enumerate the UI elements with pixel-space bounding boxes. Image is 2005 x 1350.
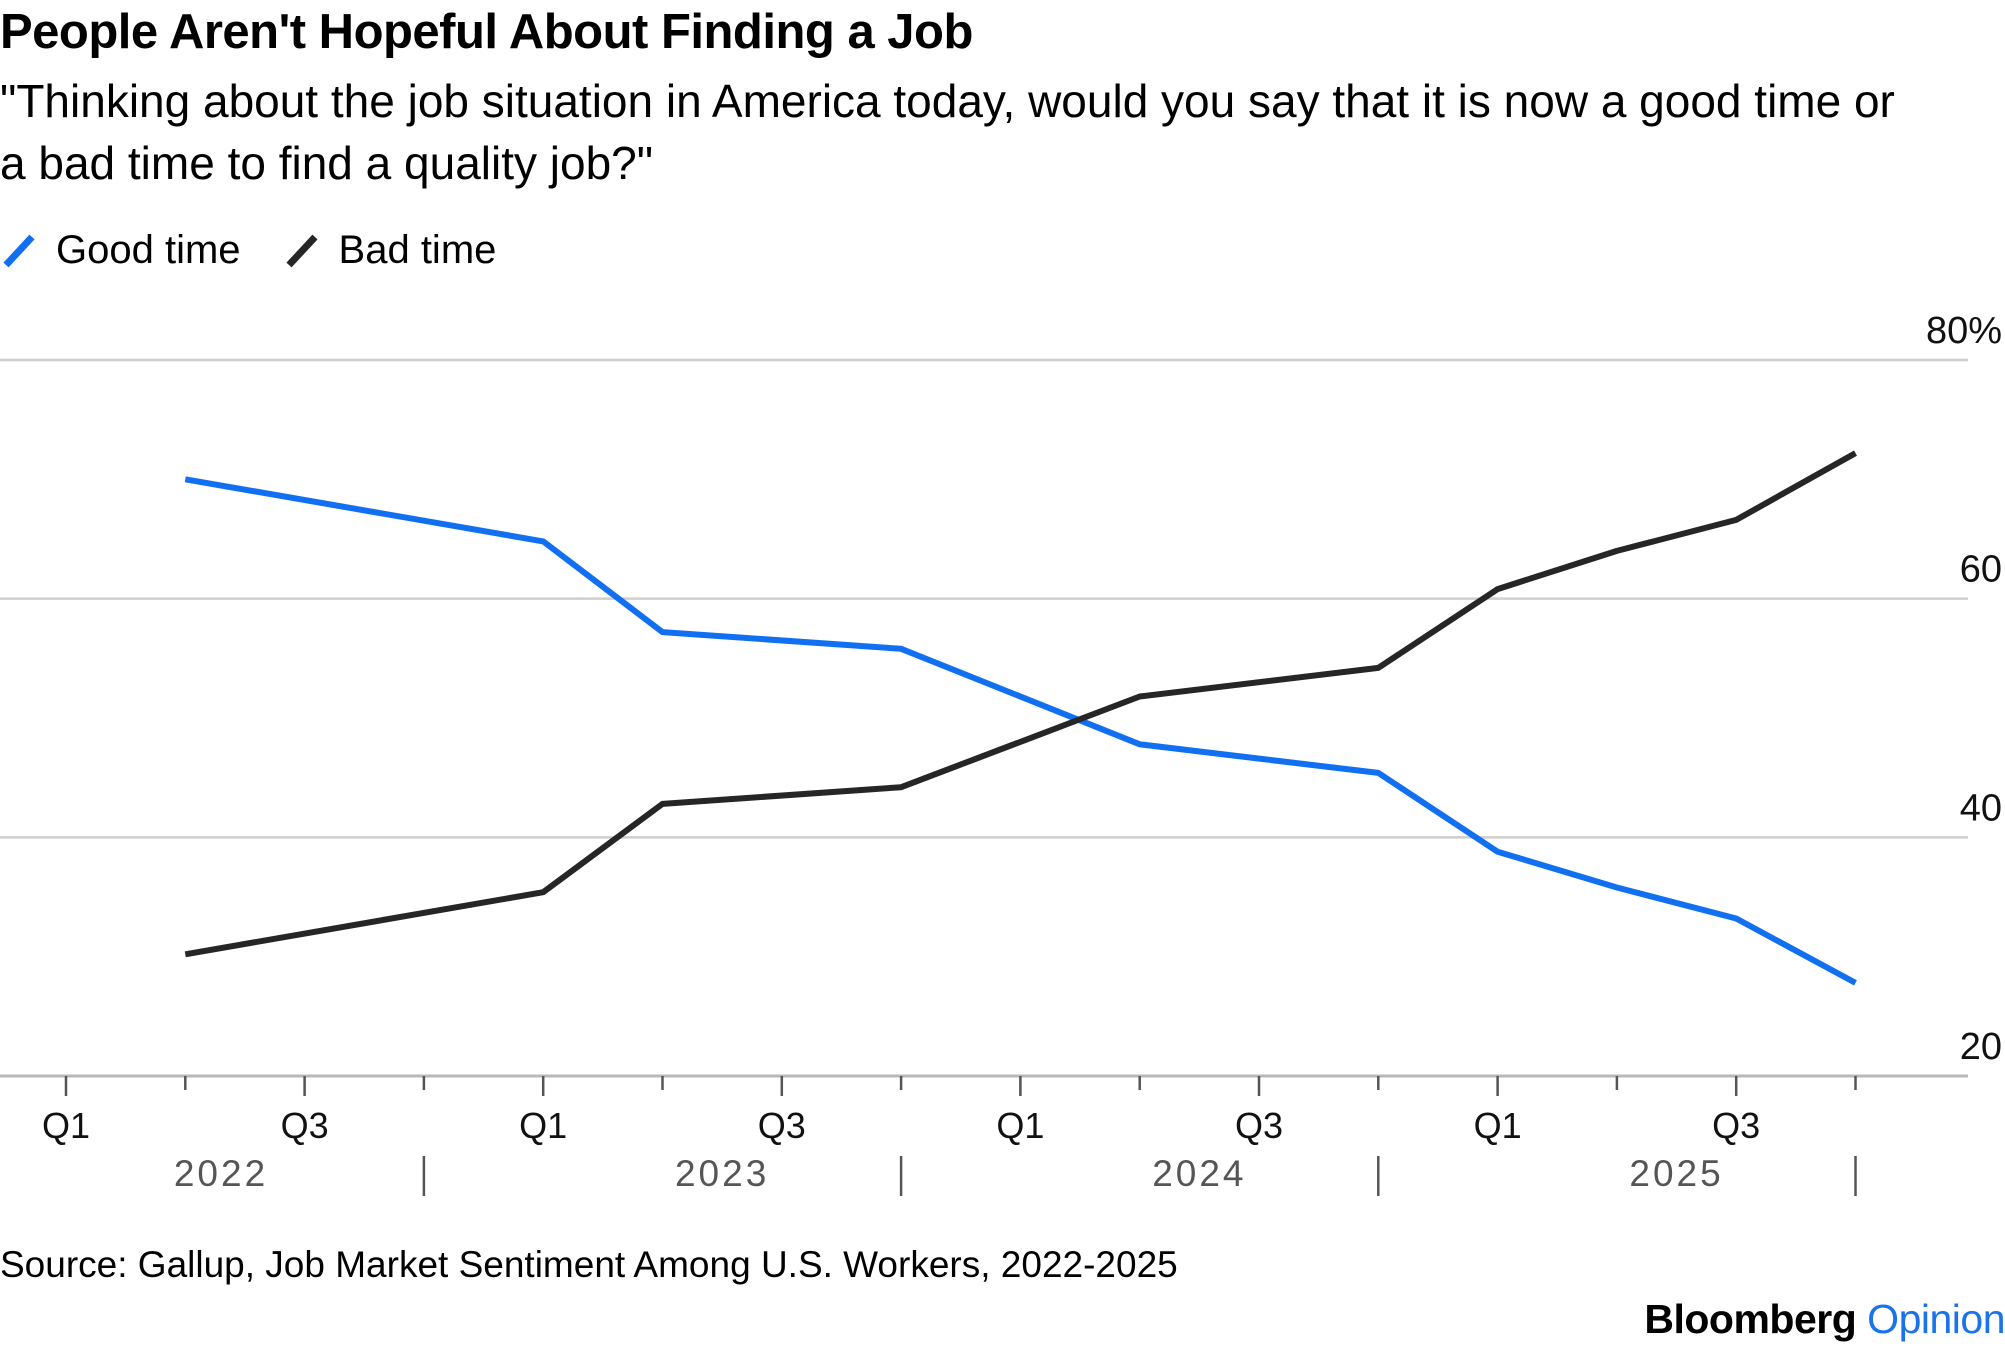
brand-logo: Bloomberg Opinion <box>1644 1296 2005 1343</box>
brand-name: Bloomberg <box>1644 1296 1857 1342</box>
legend-item-good-time: Good time <box>0 228 241 273</box>
x-tick-label: Q3 <box>281 1105 329 1146</box>
x-tick-label: Q1 <box>996 1105 1044 1146</box>
x-tick-label: Q1 <box>42 1105 90 1146</box>
source-note: Source: Gallup, Job Market Sentiment Amo… <box>0 1244 1178 1285</box>
chart-legend: Good time Bad time <box>0 222 538 278</box>
legend-label-good-time: Good time <box>56 227 241 272</box>
legend-swatch-bad-time <box>285 234 318 268</box>
brand-accent: Opinion <box>1867 1296 2005 1342</box>
y-tick-label-20: 20 <box>1960 1026 2002 1068</box>
x-tick-label: Q3 <box>1235 1105 1283 1146</box>
year-label-2023: 2023 <box>675 1153 769 1194</box>
legend-label-bad-time: Bad time <box>338 227 497 272</box>
legend-swatch-good-time <box>3 234 35 268</box>
chart-subtitle: "Thinking about the job situation in Ame… <box>0 75 1895 189</box>
x-tick-label: Q3 <box>1712 1105 1760 1146</box>
y-tick-label-80: 80% <box>1926 310 2002 352</box>
year-label-2025: 2025 <box>1629 1153 1723 1194</box>
y-tick-label-60: 60 <box>1960 549 2002 591</box>
x-tick-label: Q1 <box>1474 1105 1522 1146</box>
x-tick-label: Q1 <box>519 1105 567 1146</box>
line-chart: 20 40 60 80% Q1 Q3 Q1 Q3 Q1 Q3 Q1 Q3 2022 2023 2024 202… <box>0 310 2002 1196</box>
x-tick-label: Q3 <box>758 1105 806 1146</box>
y-tick-label-40: 40 <box>1960 787 2002 829</box>
legend-item-bad-time: Bad time <box>283 227 497 273</box>
year-label-2022: 2022 <box>174 1153 268 1194</box>
series-line-good-time <box>184 476 1857 986</box>
year-label-2024: 2024 <box>1152 1153 1246 1194</box>
chart-title: People Aren't Hopeful About Finding a Jo… <box>0 5 973 59</box>
series-line-bad-time <box>184 450 1857 958</box>
